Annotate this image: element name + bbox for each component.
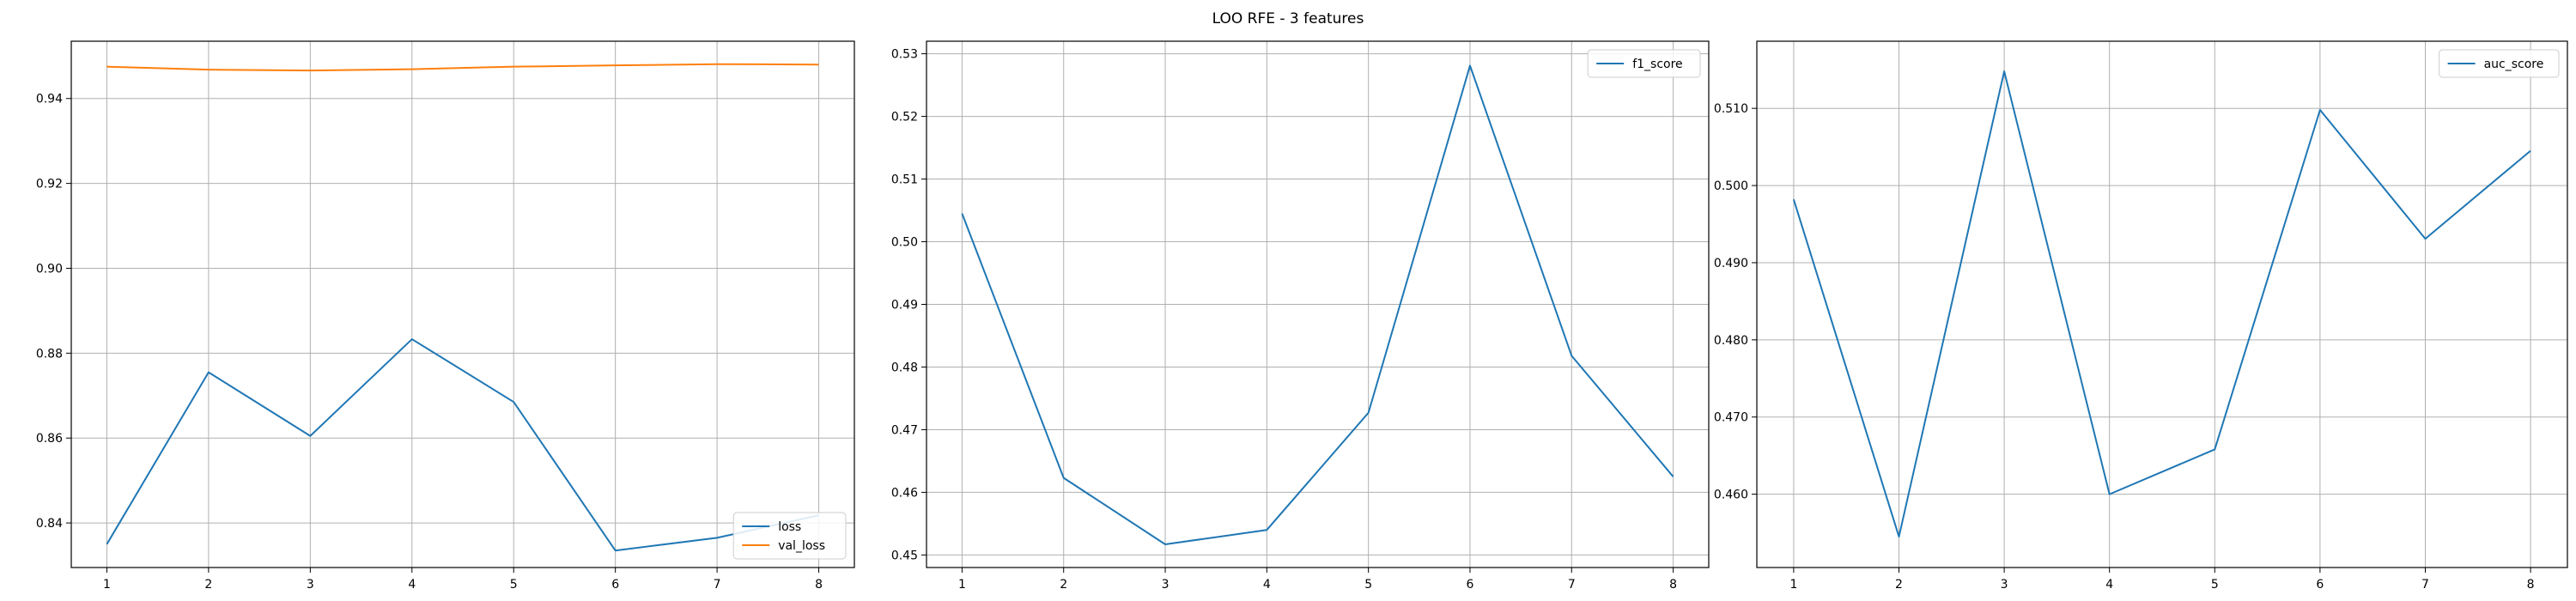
subplots: 1 2 3 4 5 6 7 8 0.84 0.86 0.88 0.90 0.92 0.94 loss val_…	[36, 40, 2568, 592]
figure-title: LOO RFE - 3 features	[1212, 10, 1364, 27]
series-line-loss	[106, 338, 819, 552]
axes-frame	[926, 40, 1710, 568]
legend-label-val_loss: val_loss	[778, 539, 825, 553]
x-tick-label: 2	[204, 578, 212, 592]
legend-label-loss: loss	[778, 520, 801, 534]
x-tick-label: 3	[1162, 578, 1170, 592]
x-tick-label: 5	[2211, 578, 2219, 592]
y-tick-label: 0.49	[891, 299, 918, 313]
subplot-3: 1 2 3 4 5 6 7 8 0.460 0.470 0.480 0.490 0.500 0.510 au…	[1714, 40, 2568, 592]
y-tick-label: 0.490	[1714, 257, 1748, 270]
x-tick-label: 7	[1568, 578, 1576, 592]
x-tick-label: 1	[958, 578, 966, 592]
y-tick-label: 0.470	[1714, 411, 1748, 425]
x-tick-label: 1	[1789, 578, 1797, 592]
x-tick-label: 6	[2316, 578, 2324, 592]
legend: f1_score	[1587, 49, 1701, 78]
axes-frame	[70, 40, 855, 568]
y-tick-label: 0.500	[1714, 179, 1748, 193]
series-line-val_loss	[106, 63, 819, 72]
x-tick-label: 3	[2001, 578, 2008, 592]
y-tick-label: 0.52	[891, 111, 918, 124]
legend: auc_score	[2439, 49, 2560, 78]
y-tick-label: 0.53	[891, 48, 918, 62]
x-tick-label: 4	[1263, 578, 1271, 592]
x-tick-label: 4	[408, 578, 416, 592]
x-tick-label: 1	[103, 578, 111, 592]
series-line-f1_score	[961, 64, 1674, 545]
subplot-1: 1 2 3 4 5 6 7 8 0.84 0.86 0.88 0.90 0.92 0.94 loss val_…	[36, 40, 855, 592]
legend-frame	[732, 512, 847, 560]
x-tick-label: 7	[2421, 578, 2429, 592]
y-tick-label: 0.94	[36, 93, 63, 106]
legend: loss val_loss	[732, 512, 847, 560]
y-tick-label: 0.86	[36, 432, 63, 446]
y-tick-label: 0.51	[891, 173, 918, 187]
y-tick-label: 0.47	[891, 423, 918, 437]
x-tick-label: 3	[307, 578, 314, 592]
legend-frame	[1587, 49, 1701, 78]
y-tick-label: 0.88	[36, 347, 63, 361]
axes-background	[1757, 41, 2567, 568]
axes-frame	[1756, 40, 2568, 568]
legend-label-f1_score: f1_score	[1632, 58, 1682, 71]
y-tick-label: 0.92	[36, 178, 63, 191]
x-tick-label: 6	[611, 578, 619, 592]
x-tick-label: 8	[815, 578, 823, 592]
y-tick-label: 0.48	[891, 361, 918, 374]
y-tick-label: 0.45	[891, 549, 918, 562]
x-tick-label: 5	[1364, 578, 1372, 592]
legend-label-auc_score: auc_score	[2484, 58, 2544, 71]
y-tick-label: 0.46	[891, 486, 918, 500]
x-tick-label: 8	[1669, 578, 1677, 592]
y-tick-label: 0.50	[891, 236, 918, 250]
x-tick-label: 8	[2527, 578, 2535, 592]
x-tick-label: 2	[1895, 578, 1903, 592]
subplot-2: 1 2 3 4 5 6 7 8 0.45 0.46 0.47 0.48 0.49 0.50 0.51 0.52…	[891, 40, 1710, 592]
x-tick-label: 6	[1467, 578, 1474, 592]
legend-frame	[2439, 49, 2560, 78]
y-tick-label: 0.90	[36, 262, 63, 276]
x-tick-label: 4	[2105, 578, 2113, 592]
x-tick-label: 5	[510, 578, 518, 592]
y-tick-label: 0.480	[1714, 334, 1748, 348]
x-tick-label: 7	[714, 578, 721, 592]
x-tick-label: 2	[1060, 578, 1067, 592]
y-tick-label: 0.84	[36, 517, 63, 531]
series-line-auc_score	[1792, 70, 2531, 538]
y-tick-label: 0.510	[1714, 102, 1748, 116]
axes-background	[71, 41, 854, 568]
y-tick-label: 0.460	[1714, 489, 1748, 502]
